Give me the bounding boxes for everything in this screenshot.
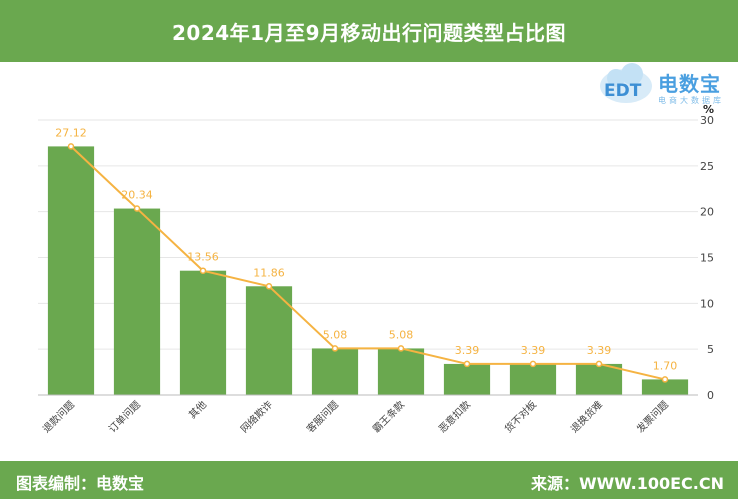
x-tick-label: 退款问题 bbox=[40, 398, 77, 435]
data-label: 20.34 bbox=[121, 189, 153, 202]
brand-logo: EDT 电数宝 电商大数据库 bbox=[596, 62, 726, 108]
y-tick-label: 10 bbox=[700, 297, 714, 310]
x-tick-label: 网络欺诈 bbox=[238, 398, 275, 435]
bar-series bbox=[47, 146, 689, 395]
data-label: 5.08 bbox=[389, 328, 414, 341]
line-series bbox=[67, 143, 669, 383]
bar bbox=[245, 286, 293, 395]
data-label: 11.86 bbox=[253, 266, 285, 279]
line-point bbox=[595, 360, 603, 368]
bar bbox=[179, 270, 227, 395]
line-point bbox=[463, 360, 471, 368]
x-tick-label: 退换货难 bbox=[568, 398, 605, 435]
logo-text: 电数宝 bbox=[658, 72, 721, 96]
y-tick-label: 5 bbox=[707, 343, 714, 356]
value-labels: 27.12 20.34 13.56 11.86 5.08 5.08 3.39 3.39 3.39… bbox=[55, 126, 677, 372]
bar bbox=[575, 363, 623, 395]
bar-chart: 27.12 20.34 13.56 11.86 5.08 5.08 3.39 3.39 3.39… bbox=[38, 103, 714, 435]
y-tick-label: 25 bbox=[700, 160, 714, 173]
line-point bbox=[397, 345, 405, 352]
data-label: 13.56 bbox=[187, 251, 219, 264]
y-tick-label: 0 bbox=[707, 389, 714, 402]
x-axis: 退款问题 订单问题 其他 网络欺诈 客服问题 霸王条款 恶意扣款 货不对板 退换货难 发票问题 bbox=[38, 394, 698, 435]
line-point bbox=[67, 143, 75, 150]
bar bbox=[311, 348, 359, 395]
chart-title: 2024年1月至9月移动出行问题类型占比图 bbox=[172, 20, 566, 45]
footer-source: 来源：WWW.100EC.CN bbox=[530, 474, 724, 493]
x-tick-label: 客服问题 bbox=[304, 398, 341, 435]
y-axis: 0 5 10 15 20 25 30% bbox=[700, 103, 714, 402]
line-point bbox=[133, 205, 141, 212]
footer-bar: 图表编制：电数宝 来源：WWW.100EC.CN bbox=[0, 461, 738, 499]
bar bbox=[377, 348, 425, 395]
logo-cloud-icon: EDT bbox=[600, 63, 652, 103]
x-tick-label: 订单问题 bbox=[106, 398, 143, 435]
logo-mark: EDT bbox=[604, 81, 642, 101]
line-point bbox=[331, 345, 339, 352]
logo-subtext: 电商大数据库 bbox=[658, 96, 724, 105]
data-label: 3.39 bbox=[521, 344, 546, 357]
bar bbox=[641, 379, 689, 395]
chart-title-bar: 2024年1月至9月移动出行问题类型占比图 bbox=[0, 0, 738, 62]
trend-line bbox=[70, 145, 666, 381]
line-point bbox=[265, 283, 273, 290]
data-label: 3.39 bbox=[455, 344, 480, 357]
x-tick-label: 发票问题 bbox=[634, 398, 671, 435]
y-unit-label: % bbox=[703, 103, 714, 116]
y-tick-label: 30 bbox=[700, 114, 714, 127]
y-tick-label: 15 bbox=[700, 252, 714, 265]
line-point bbox=[529, 360, 537, 368]
x-tick-label: 霸王条款 bbox=[370, 398, 407, 435]
bar bbox=[443, 363, 491, 395]
y-tick-label: 20 bbox=[700, 206, 714, 219]
data-label: 3.39 bbox=[587, 344, 612, 357]
x-tick-label: 其他 bbox=[186, 398, 209, 421]
data-label: 5.08 bbox=[323, 328, 348, 341]
x-tick-label: 恶意扣款 bbox=[436, 398, 473, 435]
line-point bbox=[661, 376, 669, 383]
line-point bbox=[199, 267, 207, 274]
data-label: 27.12 bbox=[55, 126, 87, 139]
footer-credit: 图表编制：电数宝 bbox=[16, 474, 145, 493]
bar bbox=[509, 363, 557, 395]
bar bbox=[47, 146, 95, 395]
x-tick-label: 货不对板 bbox=[502, 398, 539, 435]
bar bbox=[113, 208, 161, 395]
data-label: 1.70 bbox=[653, 359, 678, 372]
